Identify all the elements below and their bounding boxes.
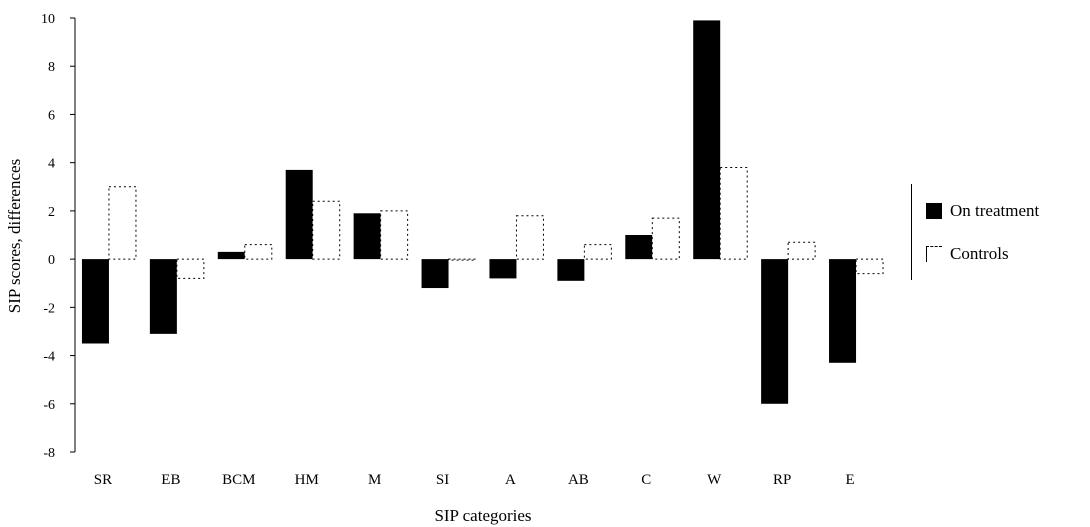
- bar-controls-si: [448, 258, 477, 261]
- y-axis: 10 8 6 4 2 0 -2 -4 -6 -8: [41, 12, 76, 461]
- bar-on-treatment-e: [829, 259, 857, 363]
- x-tick-label: SR: [94, 472, 112, 488]
- x-tick-label: AB: [568, 472, 589, 488]
- bar-controls-c: [651, 217, 680, 260]
- y-tick-label: -4: [43, 350, 55, 365]
- x-tick-label: M: [368, 472, 381, 488]
- y-tick-label: 4: [48, 157, 55, 172]
- bar-on-treatment-sr: [81, 259, 109, 344]
- y-tick-label: 8: [48, 60, 55, 75]
- y-tick-label: 0: [48, 253, 55, 268]
- legend-item-controls: Controls: [926, 244, 1009, 264]
- bar-controls-w: [719, 166, 748, 260]
- bar-on-treatment-hm: [285, 169, 313, 260]
- bar-controls-m: [380, 210, 409, 260]
- legend-item-on-treatment: On treatment: [926, 201, 1039, 221]
- bar-controls-sr: [108, 186, 137, 260]
- legend-label: Controls: [950, 244, 1009, 263]
- x-axis-title: SIP categories: [434, 506, 531, 525]
- bar-on-treatment-eb: [149, 259, 177, 334]
- legend-swatch-filled: [926, 203, 942, 219]
- bar-controls-ab: [583, 244, 612, 260]
- bar-on-treatment-m: [353, 213, 381, 260]
- x-tick-label: HM: [295, 472, 319, 488]
- bar-on-treatment-c: [625, 235, 653, 260]
- x-tick-label: W: [707, 472, 722, 488]
- legend-label: On treatment: [950, 201, 1040, 220]
- y-tick-label: -8: [43, 446, 55, 461]
- bar-on-treatment-a: [489, 259, 517, 279]
- bar-controls-hm: [312, 200, 341, 260]
- x-tick-label: EB: [161, 472, 180, 488]
- x-tick-label: E: [845, 472, 854, 488]
- y-axis-title: SIP scores, differences: [5, 159, 24, 313]
- y-tick-label: -6: [43, 398, 55, 413]
- bar-controls-e: [855, 258, 884, 275]
- bars: [81, 20, 884, 404]
- bar-controls-a: [515, 215, 544, 260]
- bar-on-treatment-w: [693, 20, 721, 260]
- x-tick-label: BCM: [222, 472, 255, 488]
- bar-on-treatment-si: [421, 259, 449, 289]
- x-tick-label: A: [505, 472, 516, 488]
- x-tick-label: SI: [436, 472, 449, 488]
- bar-on-treatment-bcm: [217, 251, 245, 260]
- bar-on-treatment-rp: [761, 259, 789, 404]
- y-tick-label: -2: [43, 301, 55, 316]
- bar-controls-eb: [176, 258, 205, 279]
- bar-controls-rp: [787, 241, 816, 260]
- x-axis-labels: SR EB BCM HM M SI A AB C W RP E: [94, 472, 855, 488]
- bar-on-treatment-ab: [557, 259, 585, 281]
- legend-swatch-outline: [926, 246, 942, 262]
- x-tick-label: RP: [773, 472, 791, 488]
- legend: On treatment Controls: [911, 184, 1090, 280]
- bar-controls-bcm: [244, 244, 273, 260]
- y-tick-label: 10: [41, 12, 55, 27]
- y-tick-label: 6: [48, 108, 55, 123]
- y-tick-label: 2: [48, 205, 55, 220]
- x-tick-label: C: [641, 472, 651, 488]
